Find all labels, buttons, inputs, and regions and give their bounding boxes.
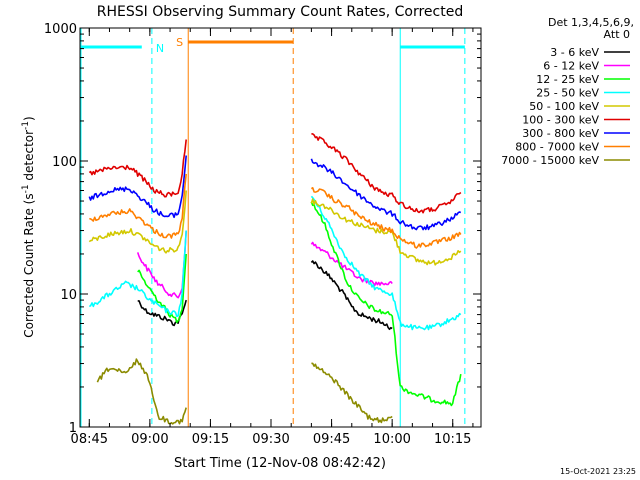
series-line-s_50_100 <box>88 190 187 254</box>
legend-entry-label: 7000 - 15000 keV <box>501 154 599 167</box>
legend-entry-label: 100 - 300 keV <box>522 114 599 127</box>
series-line-s_800_7000 <box>89 173 187 239</box>
legend-entry-label: 50 - 100 keV <box>529 100 599 113</box>
legend-entry-label: 6 - 12 keV <box>543 60 599 73</box>
y-axis-label-part1: Corrected Count Rate (s <box>22 193 36 337</box>
series-line-s_800_7000 <box>310 187 462 249</box>
x-tick-label: 09:45 <box>313 432 350 447</box>
x-tick-label: 09:30 <box>252 432 289 447</box>
y-tick-label: 1000 <box>44 22 77 37</box>
x-tick-label: 09:15 <box>192 432 229 447</box>
plot-frame <box>79 27 482 428</box>
series-line-s_3_6 <box>137 299 187 327</box>
series-line-s_300_800 <box>310 158 462 231</box>
legend-entry-label: 25 - 50 keV <box>536 87 599 100</box>
series-line-s_300_800 <box>88 155 187 219</box>
series-line-s_25_50 <box>88 230 187 318</box>
x-tick-label: 10:15 <box>434 432 471 447</box>
legend-header-line1: Det 1,3,4,5,6,9, <box>548 16 634 29</box>
legend-entry-label: 12 - 25 keV <box>536 73 599 86</box>
y-axis-label-part3: ) <box>22 116 36 121</box>
y-tick-label: 1 <box>69 421 77 436</box>
legend-entry-label: 3 - 6 keV <box>550 46 599 59</box>
series-line-s_100_300 <box>311 133 462 214</box>
series-line-s_12_25 <box>310 201 462 407</box>
x-axis-label: Start Time (12-Nov-08 08:42:42) <box>174 456 386 471</box>
y-tick-label: 100 <box>52 155 77 170</box>
series-layer <box>88 133 462 425</box>
series-line-s_7000_15000 <box>311 362 393 424</box>
axes: 1 10 100 1000 08:45 09:00 09:15 09:30 09:45 10:00… <box>44 22 481 447</box>
series-line-s_50_100 <box>310 198 462 266</box>
series-line-s_100_300 <box>88 139 187 198</box>
series-line-s_3_6 <box>310 260 393 331</box>
night-marker-label: N <box>156 42 164 55</box>
series-line-s_6_12 <box>310 241 393 287</box>
x-tick-label: 10:00 <box>373 432 410 447</box>
y-axis-label-sup1: -1 <box>21 184 31 193</box>
y-axis-label: Corrected Count Rate (s-1 detector-1) <box>21 116 36 337</box>
x-tick-label: 09:00 <box>131 432 168 447</box>
y-axis-label-sup2: -1 <box>21 121 31 130</box>
generation-timestamp: 15-Oct-2021 23:25 <box>560 467 636 476</box>
legend-entry-label: 800 - 7000 keV <box>515 141 599 154</box>
saa-marker-label: S <box>176 36 183 49</box>
legend-entry-label: 300 - 800 keV <box>522 127 599 140</box>
series-line-s_6_12 <box>136 230 187 299</box>
y-axis-label-part2: detector <box>22 130 36 185</box>
chart-title: RHESSI Observing Summary Count Rates, Co… <box>97 4 463 20</box>
series-line-s_7000_15000 <box>96 358 187 425</box>
y-tick-label: 10 <box>60 288 77 303</box>
x-tick-label: 08:45 <box>71 432 108 447</box>
series-line-s_25_50 <box>310 195 462 331</box>
legend-header-line2: Att 0 <box>604 28 630 41</box>
